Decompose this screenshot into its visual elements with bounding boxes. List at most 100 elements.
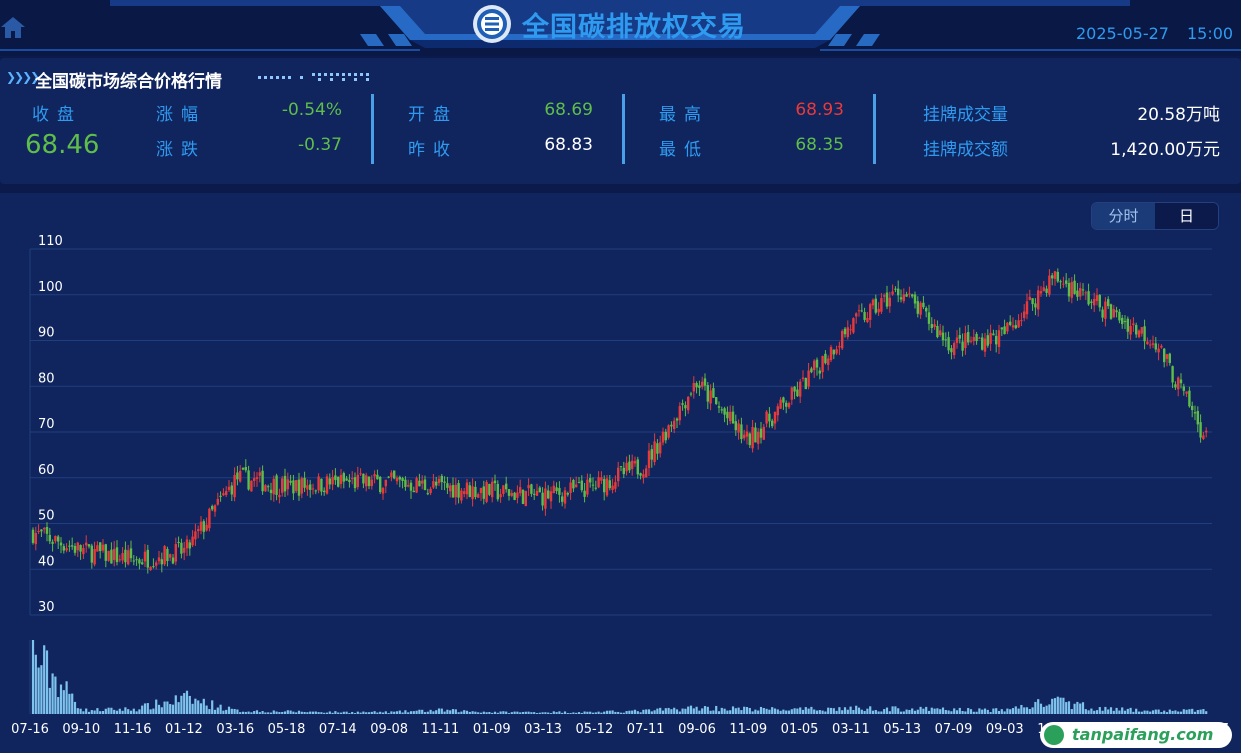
tab-daily[interactable]: 日	[1155, 203, 1218, 229]
candle	[715, 397, 718, 406]
candle	[989, 324, 992, 351]
candle	[737, 419, 740, 440]
candle	[852, 317, 855, 335]
candle	[1202, 431, 1205, 441]
volume-bar	[93, 710, 96, 714]
watermark-text: tanpaifang.com	[1072, 725, 1214, 744]
tab-intraday[interactable]: 分时	[1092, 203, 1155, 229]
candle	[303, 471, 306, 493]
volume-bar	[407, 712, 410, 714]
volume-bar	[603, 711, 606, 714]
volume-bar	[597, 711, 600, 714]
change-pct-value: -0.54%	[281, 100, 342, 120]
volume-bar	[432, 711, 435, 714]
candle	[395, 475, 399, 485]
volume-bar	[1191, 708, 1194, 714]
volume-bar	[1165, 712, 1169, 714]
candle	[701, 376, 704, 390]
candle	[832, 349, 835, 360]
candle	[510, 489, 513, 498]
x-tick-label: 11-16	[114, 722, 152, 737]
x-tick-label: 07-11	[627, 722, 665, 737]
candle	[950, 345, 953, 360]
candle	[692, 376, 695, 399]
candle	[337, 476, 340, 488]
volume-bar	[152, 708, 155, 714]
candle	[661, 427, 665, 446]
volume-bar	[197, 700, 200, 714]
candle	[124, 541, 127, 568]
volume-bar	[510, 712, 513, 714]
candle	[561, 492, 564, 507]
volume-bar	[351, 711, 354, 714]
volume-bar	[163, 701, 166, 714]
candle	[628, 454, 631, 473]
candle	[743, 429, 746, 441]
volume-bar	[857, 707, 861, 714]
candle	[975, 331, 978, 345]
volume-bar	[1079, 703, 1082, 714]
volume-bar	[922, 708, 925, 714]
volume-bar	[339, 712, 343, 714]
candle	[160, 552, 163, 573]
candle	[457, 480, 460, 504]
volume-bar	[1185, 709, 1188, 714]
change-pct-label: 涨幅	[156, 105, 206, 125]
volume-bar	[113, 709, 116, 714]
volume-bar	[177, 702, 180, 714]
volume-bar	[1062, 697, 1065, 714]
volume-bar	[558, 711, 561, 714]
candle	[563, 487, 567, 509]
volume-bar	[575, 712, 578, 714]
volume-bar	[491, 712, 494, 714]
volume-bar	[969, 709, 973, 714]
volume-bar	[423, 712, 427, 714]
volume-bar	[345, 711, 348, 714]
candle	[370, 475, 373, 490]
candle	[1154, 337, 1157, 353]
volume-bar	[689, 705, 693, 714]
candle	[211, 504, 214, 512]
candle	[787, 401, 791, 409]
high-label: 最高	[659, 105, 709, 125]
candle	[216, 492, 219, 506]
volume-bar	[171, 704, 175, 714]
home-icon[interactable]	[0, 14, 26, 40]
amount-label: 挂牌成交额	[923, 140, 1008, 160]
candle	[1000, 327, 1003, 336]
volume-bar	[1051, 698, 1054, 714]
candle	[188, 539, 191, 556]
volume-bar	[451, 709, 455, 714]
volume-bar	[317, 712, 320, 714]
volume-bar	[715, 705, 718, 714]
volume-bar	[82, 711, 85, 714]
volume-bar	[1115, 707, 1118, 714]
candle	[309, 479, 312, 498]
candle	[485, 479, 488, 504]
volume-bar	[569, 712, 572, 714]
volume-bar	[547, 712, 550, 714]
amount-value: 1,420.00万元	[1110, 140, 1220, 160]
page-title: 全国碳排放权交易	[522, 12, 746, 43]
volume-bar	[269, 712, 273, 714]
candle	[468, 481, 471, 498]
volume-bar	[124, 707, 127, 714]
volume-bar	[1048, 704, 1051, 714]
candle	[771, 418, 774, 429]
dots-decoration-icon	[258, 73, 369, 81]
candle	[636, 456, 639, 479]
candle	[393, 470, 396, 480]
candle	[48, 528, 51, 545]
candle	[311, 483, 315, 495]
volume-bar	[437, 708, 441, 714]
volume-bar	[785, 710, 788, 714]
volume-bar	[65, 681, 68, 714]
volume-bar	[726, 710, 729, 714]
candle	[488, 483, 491, 497]
volume-bar	[367, 712, 371, 714]
volume-bar	[1059, 697, 1062, 714]
candle	[1098, 294, 1101, 312]
candle	[992, 329, 995, 336]
candle	[482, 480, 485, 505]
candle	[860, 303, 863, 313]
